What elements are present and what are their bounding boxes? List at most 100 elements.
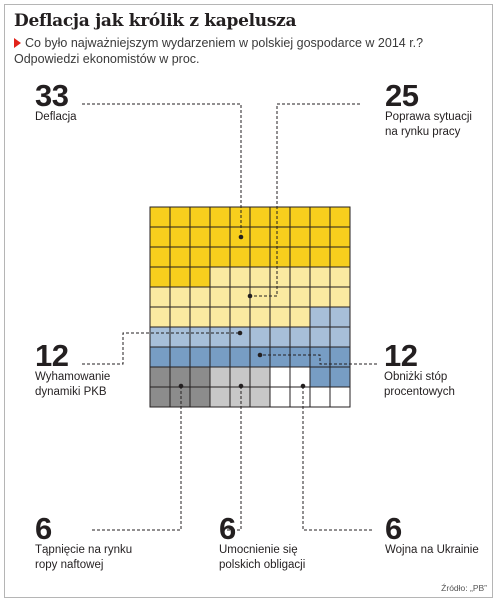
waffle-cell-rynek_pracy bbox=[289, 266, 311, 288]
label-pkb-line2: dynamiki PKB bbox=[35, 386, 107, 398]
waffle-cell-deflacja bbox=[329, 206, 351, 228]
waffle-cell-deflacja bbox=[309, 226, 331, 248]
waffle-cell-pkb bbox=[189, 326, 211, 348]
value-pkb: 12 bbox=[35, 338, 69, 373]
label-stopy-line2: procentowych bbox=[384, 386, 455, 398]
waffle-cell-deflacja bbox=[169, 246, 191, 268]
waffle-cell-stopy bbox=[149, 346, 171, 368]
waffle-cell-deflacja bbox=[249, 246, 271, 268]
waffle-cell-stopy bbox=[209, 346, 231, 368]
waffle-cell-rynek_pracy bbox=[209, 286, 231, 308]
waffle-cell-deflacja bbox=[289, 246, 311, 268]
waffle-cells bbox=[149, 206, 351, 408]
waffle-cell-rynek_pracy bbox=[329, 286, 351, 308]
waffle-cell-pkb bbox=[209, 326, 231, 348]
waffle-cell-deflacja bbox=[269, 206, 291, 228]
label-ropa-line1: Tąpnięcie na rynku bbox=[35, 544, 133, 556]
dot-ukraina bbox=[300, 383, 306, 389]
waffle-cell-rynek_pracy bbox=[269, 286, 291, 308]
waffle-cell-deflacja bbox=[289, 206, 311, 228]
waffle-cell-stopy bbox=[309, 366, 331, 388]
waffle-cell-pkb bbox=[289, 326, 311, 348]
waffle-cell-obligacje bbox=[249, 386, 271, 408]
waffle-cell-rynek_pracy bbox=[249, 306, 271, 328]
waffle-cell-ropa bbox=[149, 386, 171, 408]
waffle-cell-deflacja bbox=[169, 206, 191, 228]
label-obligacje-line1: Umocnienie się bbox=[219, 544, 298, 556]
waffle-cell-stopy bbox=[189, 346, 211, 368]
label-pkb: Wyhamowanie dynamiki PKB bbox=[35, 370, 110, 400]
source-note: Źródło: „PB” bbox=[441, 583, 487, 593]
waffle-cell-deflacja bbox=[169, 226, 191, 248]
waffle-cell-ropa bbox=[149, 366, 171, 388]
label-obligacje-line2: polskich obligacji bbox=[219, 559, 306, 571]
value-ropa: 6 bbox=[35, 511, 52, 546]
subtitle-line-2: Odpowiedzi ekonomistów w proc. bbox=[14, 52, 200, 66]
waffle-cell-stopy bbox=[329, 366, 351, 388]
waffle-cell-deflacja bbox=[329, 226, 351, 248]
waffle-cell-rynek_pracy bbox=[309, 266, 331, 288]
waffle-cell-rynek_pracy bbox=[149, 306, 171, 328]
waffle-cell-ukraina bbox=[289, 366, 311, 388]
dot-ropa bbox=[178, 383, 184, 389]
label-rynek-pracy-line2: na rynku pracy bbox=[385, 126, 461, 138]
leader-stopy bbox=[260, 354, 377, 365]
waffle-cell-deflacja bbox=[329, 246, 351, 268]
leader-deflacja bbox=[82, 103, 242, 237]
waffle-cell-pkb bbox=[149, 326, 171, 348]
waffle-cell-deflacja bbox=[269, 226, 291, 248]
waffle-cell-deflacja bbox=[289, 226, 311, 248]
waffle-cell-stopy bbox=[229, 346, 251, 368]
label-rynek-pracy: Poprawa sytuacji na rynku pracy bbox=[385, 110, 472, 140]
label-ropa: Tąpnięcie na rynku ropy naftowej bbox=[35, 543, 132, 573]
leader-rynek-pracy bbox=[250, 103, 360, 297]
waffle-cell-rynek_pracy bbox=[209, 266, 231, 288]
waffle-cell-rynek_pracy bbox=[269, 266, 291, 288]
waffle-cell-deflacja bbox=[189, 266, 211, 288]
waffle-cell-deflacja bbox=[149, 206, 171, 228]
waffle-cell-pkb bbox=[309, 326, 331, 348]
arrow-icon bbox=[14, 38, 21, 48]
waffle-cell-obligacje bbox=[249, 366, 271, 388]
waffle-cell-pkb bbox=[229, 326, 251, 348]
leader-pkb bbox=[82, 332, 240, 365]
waffle-cell-deflacja bbox=[229, 206, 251, 228]
dot-stopy bbox=[257, 352, 263, 358]
waffle-cell-deflacja bbox=[229, 246, 251, 268]
label-pkb-line1: Wyhamowanie bbox=[35, 371, 111, 383]
label-stopy: Obniżki stóp procentowych bbox=[384, 370, 455, 400]
waffle-cell-pkb bbox=[249, 326, 271, 348]
label-stopy-line1: Obniżki stóp bbox=[384, 371, 448, 383]
waffle-cell-deflacja bbox=[309, 246, 331, 268]
dot-pkb bbox=[237, 330, 243, 336]
value-ukraina: 6 bbox=[385, 511, 402, 546]
waffle-cell-rynek_pracy bbox=[249, 266, 271, 288]
leader-obligacje bbox=[224, 386, 242, 531]
label-ukraina-line1: Wojna na Ukrainie bbox=[385, 544, 479, 556]
chart-subtitle: Co było najważniejszym wydarzeniem w pol… bbox=[14, 35, 423, 67]
label-obligacje: Umocnienie się polskich obligacji bbox=[219, 543, 305, 573]
waffle-cell-rynek_pracy bbox=[229, 266, 251, 288]
waffle-cell-ukraina bbox=[269, 386, 291, 408]
label-ukraina: Wojna na Ukrainie bbox=[385, 543, 479, 558]
label-deflacja: Deflacja bbox=[35, 110, 77, 125]
waffle-cell-deflacja bbox=[269, 246, 291, 268]
waffle-cell-obligacje bbox=[209, 386, 231, 408]
waffle-cell-rynek_pracy bbox=[289, 286, 311, 308]
waffle-cell-deflacja bbox=[209, 226, 231, 248]
waffle-cell-deflacja bbox=[189, 226, 211, 248]
waffle-cell-empty bbox=[329, 386, 351, 408]
waffle-cell-pkb bbox=[309, 306, 331, 328]
waffle-cell-rynek_pracy bbox=[149, 286, 171, 308]
waffle-cell-rynek_pracy bbox=[329, 266, 351, 288]
dot-rynek-pracy bbox=[247, 293, 253, 299]
waffle-cell-deflacja bbox=[189, 206, 211, 228]
waffle-cell-stopy bbox=[269, 346, 291, 368]
value-stopy: 12 bbox=[384, 338, 418, 373]
waffle-cell-obligacje bbox=[209, 366, 231, 388]
waffle-cell-pkb bbox=[169, 326, 191, 348]
waffle-cell-rynek_pracy bbox=[169, 306, 191, 328]
label-ropa-line2: ropy naftowej bbox=[35, 559, 104, 571]
waffle-cell-stopy bbox=[169, 346, 191, 368]
